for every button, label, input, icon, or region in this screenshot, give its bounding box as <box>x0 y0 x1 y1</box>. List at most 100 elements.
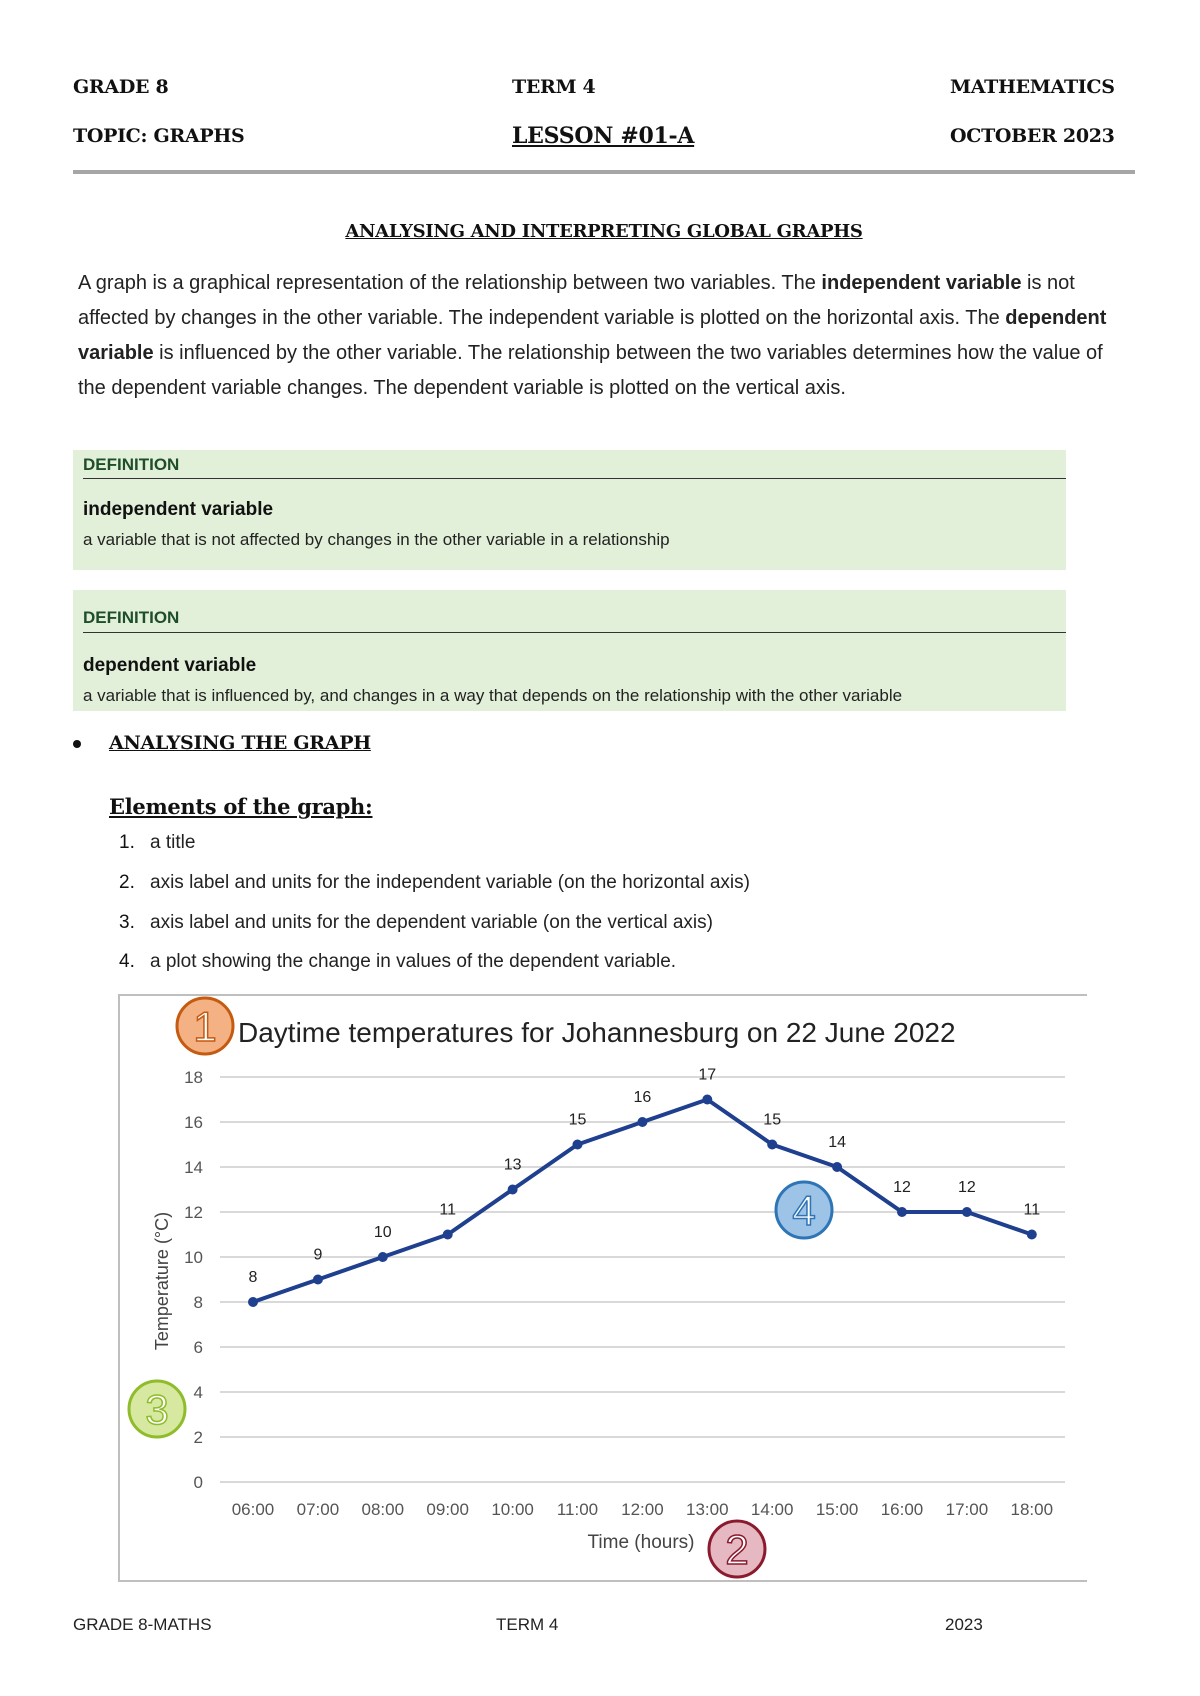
section-heading: ANALYSING THE GRAPH <box>109 732 371 754</box>
x-tick-label: 09:00 <box>426 1500 469 1519</box>
data-label: 15 <box>569 1112 587 1129</box>
header-divider <box>73 170 1135 174</box>
data-label: 11 <box>1023 1202 1040 1219</box>
x-tick-label: 13:00 <box>686 1500 729 1519</box>
badge-circle <box>175 996 235 1056</box>
data-label: 14 <box>828 1134 846 1151</box>
list-item-number: 1. <box>119 832 135 853</box>
y-tick-label: 6 <box>194 1338 203 1357</box>
badge-number: 2 <box>725 1526 748 1573</box>
series-line <box>248 1094 1037 1307</box>
badge-number: 1 <box>193 1003 216 1050</box>
lesson-label: LESSON #01-A <box>512 123 695 149</box>
definition-term: dependent variable <box>83 655 257 676</box>
y-tick-label: 16 <box>184 1113 203 1132</box>
temperature-line <box>252 1097 1033 1304</box>
badge-circle <box>127 1379 187 1439</box>
x-tick-label: 15:00 <box>816 1500 859 1519</box>
chart-frame <box>118 994 1087 1582</box>
x-tick-label: 12:00 <box>621 1500 664 1519</box>
topic-label: TOPIC: GRAPHS <box>73 125 245 147</box>
data-label: 13 <box>504 1157 522 1174</box>
definition-label: DEFINITION <box>83 608 180 627</box>
y-tick-labels: 0 2 4 6 8 10 12 14 16 18 <box>184 1068 203 1492</box>
definition-text: a variable that is influenced by, and ch… <box>83 686 903 705</box>
subject-label: MATHEMATICS <box>950 76 1115 98</box>
y-tick-label: 0 <box>194 1473 203 1492</box>
list-item: a plot showing the change in values of t… <box>150 951 677 972</box>
badge-4-icon: 4 <box>774 1180 834 1240</box>
data-point <box>507 1184 518 1195</box>
y-tick-label: 2 <box>194 1428 203 1447</box>
y-tick-label: 8 <box>194 1293 203 1312</box>
x-tick-label: 11:00 <box>557 1500 598 1519</box>
definition-label: DEFINITION <box>83 455 180 474</box>
paragraph-text: is influenced by the other variable. The… <box>78 342 1103 399</box>
data-label: 9 <box>313 1247 322 1264</box>
y-axis-label: Temperature (°C) <box>152 1212 172 1350</box>
list-item-number: 2. <box>119 872 135 893</box>
x-tick-label: 07:00 <box>297 1500 340 1519</box>
data-point <box>702 1094 713 1105</box>
footer-left: GRADE 8-MATHS <box>73 1615 212 1634</box>
grade-label: GRADE 8 <box>73 76 169 98</box>
data-label: 16 <box>634 1089 652 1106</box>
data-point <box>961 1207 972 1217</box>
definition-box-independent: DEFINITION independent variable a variab… <box>73 450 1066 570</box>
badge-1-icon: 1 <box>175 996 235 1056</box>
data-point <box>572 1139 583 1150</box>
y-tick-label: 12 <box>184 1203 203 1222</box>
bold-term: dependent variable <box>78 307 1107 364</box>
x-tick-label: 10:00 <box>491 1500 534 1519</box>
x-tick-label: 16:00 <box>881 1500 924 1519</box>
y-tick-label: 4 <box>194 1383 203 1402</box>
definition-divider <box>83 478 1066 479</box>
data-label: 17 <box>698 1067 716 1084</box>
data-point <box>897 1207 907 1217</box>
data-label: 11 <box>439 1202 456 1219</box>
term-label: TERM 4 <box>512 76 596 98</box>
definition-divider <box>83 632 1066 633</box>
data-point <box>637 1117 648 1127</box>
data-point <box>377 1252 388 1262</box>
x-axis-label: Time (hours) <box>588 1532 695 1553</box>
list-item: axis label and units for the independent… <box>150 872 750 893</box>
data-point <box>312 1274 323 1285</box>
bullet-icon <box>73 740 81 748</box>
badge-2-icon: 2 <box>707 1519 767 1579</box>
data-label: 10 <box>374 1224 392 1241</box>
list-item-number: 3. <box>119 912 135 933</box>
definition-term: independent variable <box>83 499 274 520</box>
list-item-number: 4. <box>119 951 135 972</box>
paragraph-text: is not affected by changes in the other … <box>78 272 1075 329</box>
chart-title: Daytime temperatures for Johannesburg on… <box>238 1017 956 1048</box>
badge-number: 3 <box>145 1386 168 1433</box>
data-point <box>442 1229 453 1240</box>
footer-right: 2023 <box>945 1615 983 1634</box>
data-point <box>832 1162 843 1172</box>
definition-text: a variable that is not affected by chang… <box>83 530 670 549</box>
data-point <box>1026 1229 1037 1240</box>
intro-paragraph: A graph is a graphical representation of… <box>78 266 1118 406</box>
definition-box-dependent: DEFINITION dependent variable a variable… <box>73 590 1066 711</box>
y-tick-label: 18 <box>184 1068 203 1087</box>
gridlines <box>220 1076 1065 1483</box>
date-label: OCTOBER 2023 <box>950 125 1115 147</box>
data-point <box>248 1297 258 1307</box>
data-point <box>767 1139 778 1150</box>
badge-circle <box>774 1180 834 1240</box>
list-item: axis label and units for the dependent v… <box>150 912 713 933</box>
x-tick-label: 08:00 <box>362 1500 405 1519</box>
bold-term: independent variable <box>821 272 1022 294</box>
data-label: 15 <box>763 1112 781 1129</box>
data-label: 12 <box>958 1179 976 1196</box>
badge-number: 4 <box>792 1187 815 1234</box>
y-tick-label: 14 <box>184 1158 203 1177</box>
badge-3-icon: 3 <box>127 1379 187 1439</box>
badge-circle <box>707 1519 767 1579</box>
y-tick-label: 10 <box>184 1248 203 1267</box>
x-tick-label: 06:00 <box>232 1500 275 1519</box>
page-title: ANALYSING AND INTERPRETING GLOBAL GRAPHS <box>345 221 863 242</box>
